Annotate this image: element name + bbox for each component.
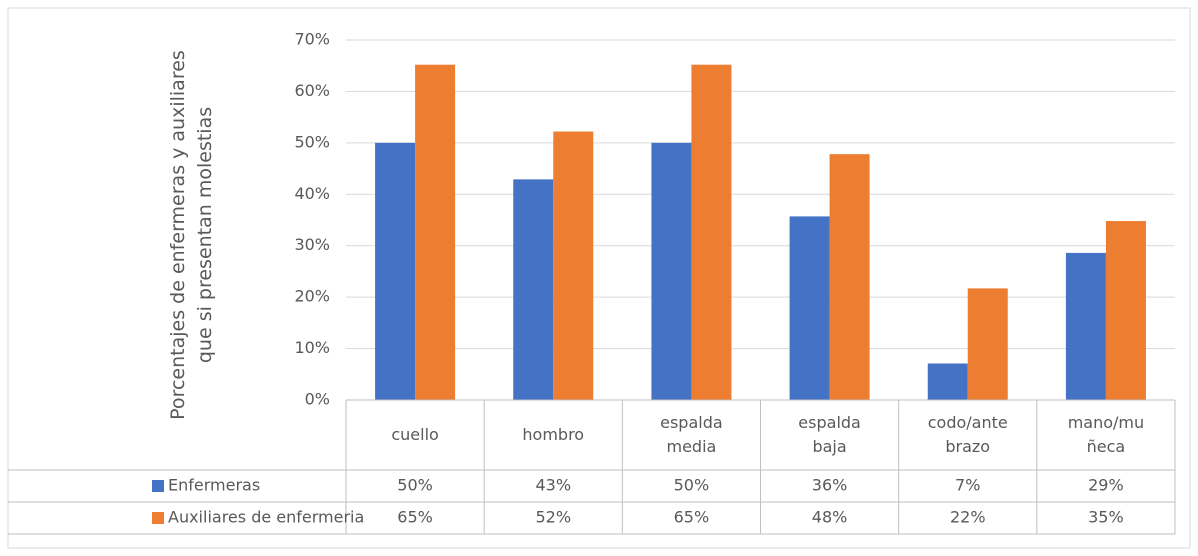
legend-marker xyxy=(152,512,164,524)
data-label: 29% xyxy=(1088,476,1124,495)
bar xyxy=(415,64,456,400)
y-tick-label: 20% xyxy=(294,287,330,306)
bar xyxy=(691,64,732,400)
data-label: 50% xyxy=(397,476,433,495)
bar xyxy=(829,154,870,400)
category: hombro xyxy=(522,425,585,444)
x-tick-label: hombro xyxy=(484,400,622,470)
data-label: 7% xyxy=(955,476,980,495)
data-label: 50% xyxy=(674,476,710,495)
data-label: 36% xyxy=(812,476,848,495)
y-tick-label: 50% xyxy=(294,132,330,151)
x-tick-label: mano/muñeca xyxy=(1037,400,1175,470)
category: mano/muñeca xyxy=(1067,413,1145,456)
data-label: 22% xyxy=(950,508,986,527)
chart-border xyxy=(7,7,1191,549)
data-label: 43% xyxy=(535,476,571,495)
bar xyxy=(967,288,1008,400)
y-tick-label: 60% xyxy=(294,81,330,100)
data-label: 65% xyxy=(674,508,710,527)
y-axis-title: Porcentajes de enfermeras y auxiliares q… xyxy=(167,50,216,420)
y-tick-label: 30% xyxy=(294,235,330,254)
data-label: 48% xyxy=(812,508,848,527)
legend-label: Enfermeras xyxy=(168,476,260,495)
bar xyxy=(375,142,416,400)
y-tick-label: 0% xyxy=(305,390,330,409)
x-tick-label: espalda media xyxy=(622,400,760,470)
data-label: 35% xyxy=(1088,508,1124,527)
bar xyxy=(651,142,692,400)
category: espalda baja xyxy=(798,413,861,456)
bar xyxy=(1105,221,1146,400)
category: codo/antebrazo xyxy=(927,413,1008,456)
bar xyxy=(513,179,554,400)
bar xyxy=(927,363,968,400)
category: espalda media xyxy=(660,413,723,456)
bar xyxy=(789,216,830,400)
x-tick-label: cuello xyxy=(346,400,484,470)
bar xyxy=(1065,252,1106,400)
y-tick-label: 10% xyxy=(294,338,330,357)
category: cuello xyxy=(391,425,439,444)
legend-label: Auxiliares de enfermeria xyxy=(168,508,364,527)
x-tick-label: codo/antebrazo xyxy=(899,400,1037,470)
y-tick-label: 40% xyxy=(294,184,330,203)
legend-marker xyxy=(152,480,164,492)
bar xyxy=(553,131,594,401)
data-label: 65% xyxy=(397,508,433,527)
y-tick-label: 70% xyxy=(294,30,330,49)
x-tick-label: espalda baja xyxy=(761,400,899,470)
data-label: 52% xyxy=(535,508,571,527)
